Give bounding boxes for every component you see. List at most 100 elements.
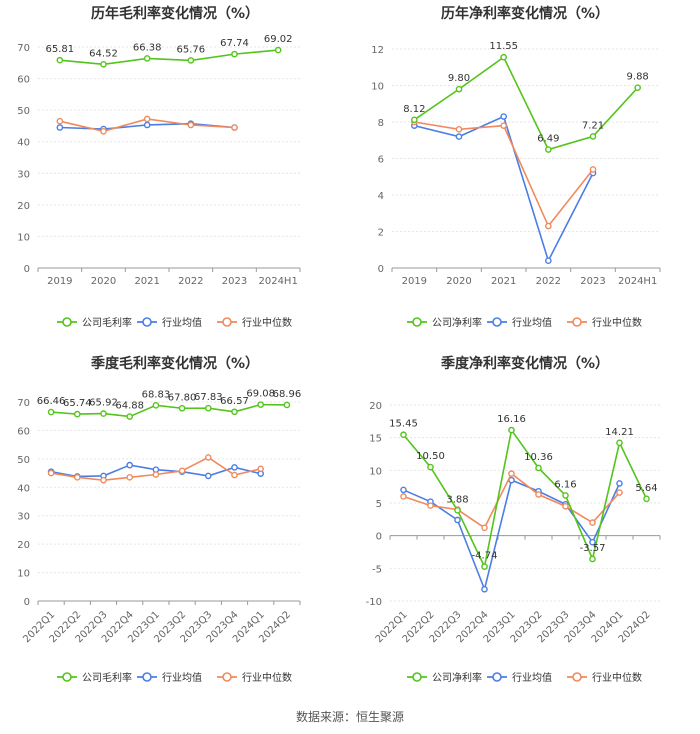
legend-swatch-marker xyxy=(492,672,502,682)
y-tick-label: 10 xyxy=(17,569,30,580)
y-tick-label: 8 xyxy=(378,118,384,129)
legend-swatch-marker xyxy=(222,672,232,682)
data-point-industry_median xyxy=(56,117,64,125)
legend-label: 公司毛利率 xyxy=(82,671,132,684)
data-label: 5.64 xyxy=(635,483,657,494)
data-point-industry_avg xyxy=(231,464,238,471)
x-tick-label: 2024H1 xyxy=(258,276,297,287)
data-point-industry_median xyxy=(126,474,133,481)
data-label: 69.08 xyxy=(246,389,275,400)
y-tick-label: 0 xyxy=(24,264,30,275)
data-point-industry_median xyxy=(481,524,488,532)
y-tick-label: -10 xyxy=(366,597,382,608)
data-point-company xyxy=(400,431,407,439)
y-tick-label: 70 xyxy=(17,43,30,54)
y-tick-label: 40 xyxy=(17,138,30,149)
data-point-industry_median xyxy=(47,469,55,477)
data-point-company xyxy=(56,56,64,64)
legend-label: 行业均值 xyxy=(512,316,552,329)
legend-label: 公司净利率 xyxy=(432,316,482,329)
y-tick-label: 10 xyxy=(371,82,384,93)
y-tick-label: 50 xyxy=(17,455,30,466)
legend-swatch-marker xyxy=(572,317,582,327)
series-line-company xyxy=(59,49,279,66)
data-label: 8.12 xyxy=(403,104,425,115)
data-point-company xyxy=(616,439,623,447)
data-label: 6.49 xyxy=(537,134,559,145)
y-tick-label: 2 xyxy=(378,228,384,239)
y-tick-label: 15 xyxy=(369,434,382,445)
y-tick-label: 4 xyxy=(378,191,384,202)
x-tick-label: 2023 xyxy=(580,276,605,287)
data-label: 65.81 xyxy=(46,44,75,55)
data-point-industry_median xyxy=(500,122,507,129)
x-tick-label: 2020 xyxy=(446,276,471,287)
legend-swatch-marker xyxy=(142,672,152,682)
data-point-industry_avg xyxy=(616,480,623,487)
data-label: 68.96 xyxy=(273,389,302,400)
chart-svg-2: 季度毛利率变化情况（%）0102030405060702022Q12022Q22… xyxy=(17,355,302,684)
x-tick-label: 2023 xyxy=(222,276,247,287)
chart-title: 历年净利率变化情况（%） xyxy=(441,5,609,22)
y-tick-label: 20 xyxy=(17,540,30,551)
data-label: 11.55 xyxy=(489,41,518,52)
data-label: 9.80 xyxy=(448,73,470,84)
y-tick-label: 60 xyxy=(17,426,30,437)
y-tick-label: 30 xyxy=(17,512,30,523)
data-point-industry_avg xyxy=(143,121,151,129)
data-point-industry_median xyxy=(178,467,186,475)
data-point-industry_median xyxy=(545,222,552,230)
legend-label: 公司净利率 xyxy=(432,671,482,684)
legend-swatch-marker xyxy=(412,672,422,682)
data-point-company xyxy=(126,413,133,420)
legend-label: 行业中位数 xyxy=(592,671,642,684)
data-point-industry_median xyxy=(589,166,597,173)
data-point-company xyxy=(535,464,542,472)
data-point-industry_avg xyxy=(545,257,552,265)
data-point-company xyxy=(545,146,552,153)
y-tick-label: 30 xyxy=(17,169,30,180)
data-point-company xyxy=(100,410,107,417)
data-point-company xyxy=(634,84,641,91)
data-label: 10.50 xyxy=(416,451,445,462)
data-point-industry_median xyxy=(100,127,107,135)
data-point-company xyxy=(500,53,507,61)
data-point-company xyxy=(74,410,81,418)
data-label: 66.46 xyxy=(37,396,66,407)
data-point-company xyxy=(589,555,596,563)
legend-swatch-marker xyxy=(62,672,72,682)
data-label: 16.16 xyxy=(497,414,526,425)
data-point-company xyxy=(257,401,265,408)
data-point-company xyxy=(508,426,515,434)
legend: 公司毛利率 行业均值 行业中位数 xyxy=(57,671,292,684)
data-label: 9.88 xyxy=(627,72,649,83)
x-tick-label: 2019 xyxy=(47,276,72,287)
chart-svg-3: 季度净利率变化情况（%）-10-5051015202022Q12022Q2202… xyxy=(366,355,661,684)
data-point-industry_median xyxy=(152,471,160,478)
chart-annual-gross-margin: 历年毛利率变化情况（%） 0 10 20 30 40 50 60 70 2019 2020 2021 2… xyxy=(0,0,350,350)
data-point-industry_median xyxy=(427,502,434,509)
legend-label: 行业中位数 xyxy=(242,316,292,329)
data-point-company xyxy=(643,495,650,503)
data-point-industry_median xyxy=(231,471,238,479)
y-tick-label: 12 xyxy=(371,45,384,56)
data-label: 65.76 xyxy=(177,44,206,55)
data-point-company xyxy=(187,57,195,64)
chart-annual-net-margin: 历年净利率变化情况（%） 0 2 4 6 8 10 12 2019 2020 2021 2022 202… xyxy=(350,0,700,350)
data-label: 64.52 xyxy=(89,48,118,59)
y-tick-label: 70 xyxy=(17,398,30,409)
data-point-company xyxy=(100,61,107,68)
data-point-industry_median xyxy=(400,493,407,500)
data-point-company xyxy=(562,492,569,499)
legend: 公司毛利率 行业均值 行业中位数 xyxy=(57,316,292,329)
series-line-industry_median xyxy=(414,121,594,228)
data-point-company xyxy=(47,408,55,416)
chart-title: 季度毛利率变化情况（%） xyxy=(90,355,259,372)
data-label: 64.88 xyxy=(115,401,144,412)
data-point-industry_median xyxy=(204,454,212,461)
y-tick-label: 10 xyxy=(369,466,382,477)
data-point-industry_median xyxy=(562,502,569,510)
data-point-industry_avg xyxy=(56,124,64,131)
data-point-industry_median xyxy=(257,465,265,473)
legend-swatch-marker xyxy=(492,317,502,327)
